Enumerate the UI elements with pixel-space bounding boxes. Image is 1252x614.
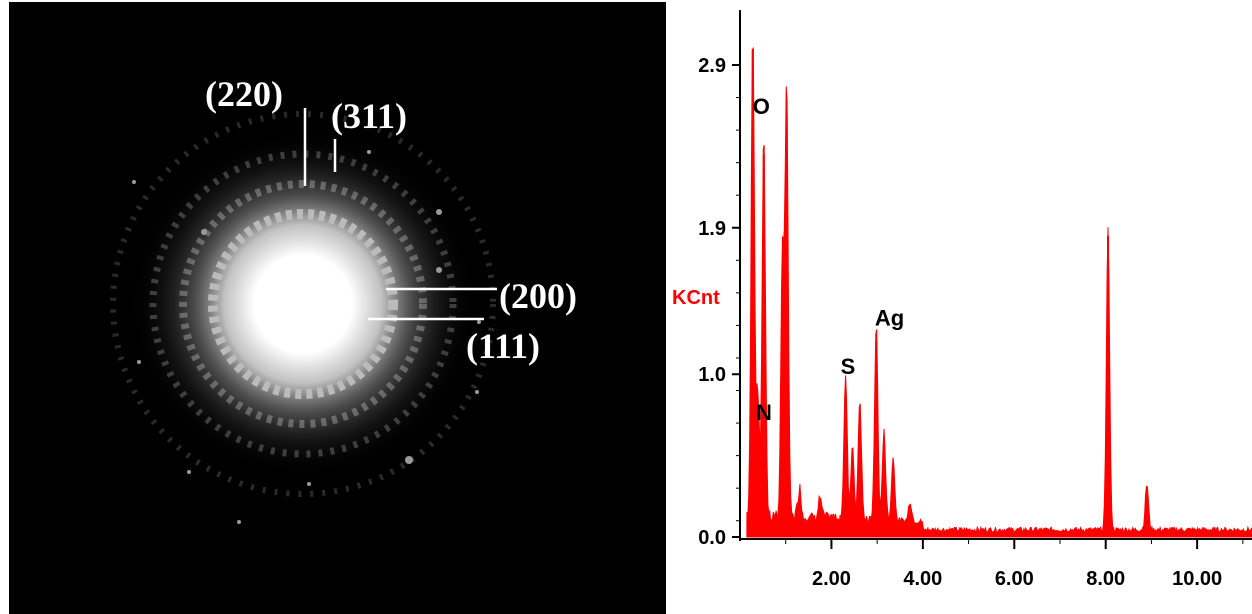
ring-outer bbox=[110, 111, 496, 497]
eds-spectrum-panel: 0.0 1.0 1.9 2.9 2.00 4.00 6.00 8.00 10.00 KCnt O N… bbox=[668, 2, 1252, 614]
peak-annotation-o: O bbox=[753, 94, 770, 119]
saed-pattern-panel: (220) (311) (200) (111) bbox=[9, 2, 666, 614]
x-tick-label-3: 8.00 bbox=[1086, 568, 1125, 590]
axes-layer: 0.0 1.0 1.9 2.9 2.00 4.00 6.00 8.00 10.00 bbox=[698, 10, 1252, 590]
y-axis-label: KCnt bbox=[672, 287, 720, 309]
peak-annotation-n: N bbox=[756, 400, 772, 425]
y-tick-label-3: 2.9 bbox=[698, 55, 726, 77]
spectrum-layer bbox=[746, 46, 1252, 538]
x-tick-label-2: 6.00 bbox=[995, 568, 1034, 590]
saed-pattern-image bbox=[9, 2, 666, 614]
x-tick-label-0: 2.00 bbox=[812, 568, 851, 590]
peak-annotation-ag: Ag bbox=[875, 305, 904, 330]
peak-annotation-s: S bbox=[841, 354, 856, 379]
index-lines bbox=[303, 108, 497, 321]
ring-label-220: (220) bbox=[205, 74, 283, 114]
ring-label-200: (200) bbox=[499, 276, 577, 316]
spectrum-area bbox=[746, 46, 1252, 538]
central-spot bbox=[255, 256, 351, 352]
eds-spectrum-chart: 0.0 1.0 1.9 2.9 2.00 4.00 6.00 8.00 10.00 KCnt O N… bbox=[672, 10, 1252, 590]
y-tick-label-1: 1.0 bbox=[698, 364, 726, 386]
diffraction-spots bbox=[132, 150, 481, 524]
labels-layer: KCnt O N S Ag bbox=[672, 94, 904, 425]
ring-label-311: (311) bbox=[331, 96, 407, 136]
x-tick-label-1: 4.00 bbox=[903, 568, 942, 590]
ring-label-111: (111) bbox=[466, 326, 541, 366]
x-tick-label-4: 10.00 bbox=[1172, 568, 1222, 590]
y-tick-label-0: 0.0 bbox=[698, 527, 726, 549]
y-tick-label-2: 1.9 bbox=[698, 218, 726, 240]
ring-200 bbox=[208, 209, 398, 399]
